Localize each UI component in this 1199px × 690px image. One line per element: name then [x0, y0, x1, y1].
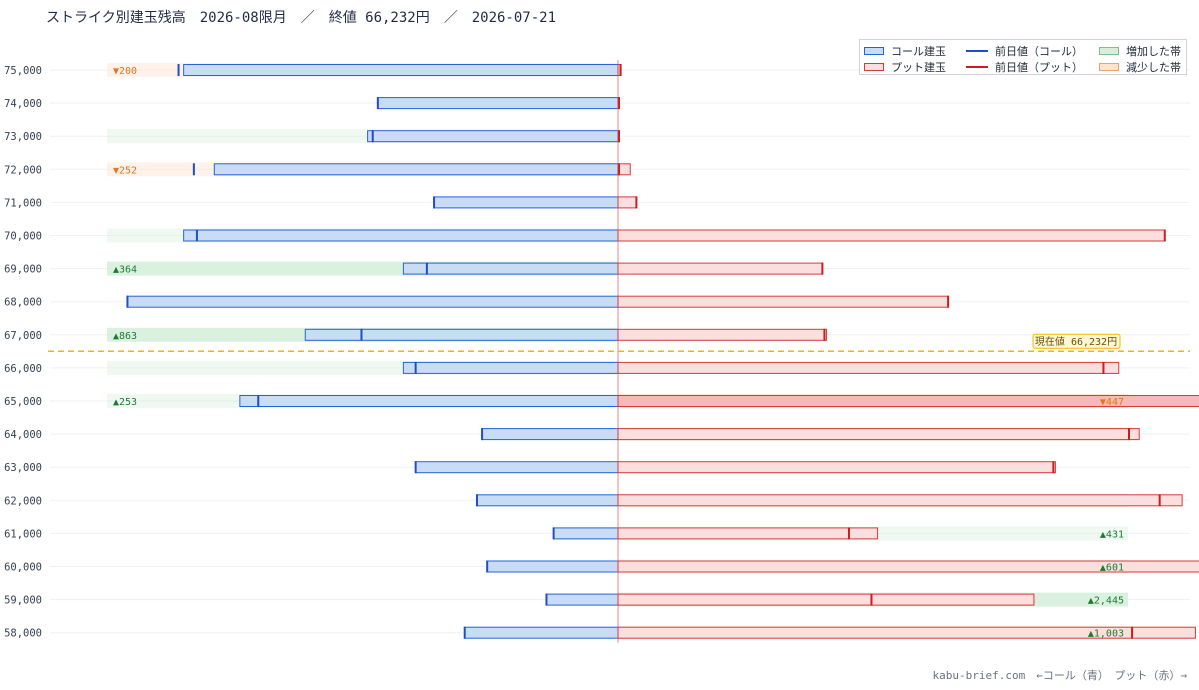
put-bar [617, 196, 637, 209]
strike-tick-label: 72,000 [4, 164, 42, 176]
call-change-label: ▼200 [113, 66, 137, 77]
legend-increase-swatch [1099, 47, 1119, 55]
legend-decrease-swatch [1099, 63, 1119, 71]
put-change-label: ▲431 [1100, 529, 1124, 540]
strike-tick-label: 69,000 [4, 264, 42, 276]
call-bar [402, 262, 619, 275]
strike-tick-label: 75,000 [4, 65, 42, 77]
put-change-label: ▼447 [1100, 397, 1124, 408]
put-bar [617, 328, 827, 341]
call-bar [213, 163, 619, 176]
current-price-badge [1032, 333, 1121, 349]
call-bar [367, 130, 619, 143]
strike-tick-label: 67,000 [4, 330, 42, 342]
strike-tick-label: 61,000 [4, 528, 42, 540]
call-bar [183, 64, 619, 76]
put-bar [617, 461, 1056, 474]
strike-tick-label: 59,000 [4, 595, 42, 607]
call-bar [126, 295, 619, 308]
strike-tick-label: 65,000 [4, 396, 42, 408]
legend-prev-put-label: 前日値（プット） [995, 61, 1083, 74]
put-bar [617, 262, 823, 275]
call-bar [433, 196, 619, 209]
call-bar [415, 461, 619, 474]
legend-increase-label: 増加した帯 [1126, 45, 1181, 58]
legend-call-label: コール建玉 [891, 45, 946, 58]
call-bar [481, 428, 619, 441]
strike-tick-label: 62,000 [4, 495, 42, 507]
call-bar [239, 395, 619, 407]
legend-increase: 増加した帯 [1099, 43, 1181, 59]
strike-tick-label: 68,000 [4, 297, 42, 309]
put-bar [617, 593, 1035, 606]
put-bar [617, 428, 1140, 441]
call-bar [377, 97, 619, 110]
put-bar [617, 229, 1166, 242]
put-change-label: ▲2,445 [1088, 596, 1124, 607]
put-bar [617, 494, 1183, 507]
current-price-label: 現在値 66,232円 [1035, 335, 1117, 348]
call-change-label: ▲364 [113, 265, 137, 276]
strike-tick-label: 73,000 [4, 131, 42, 143]
call-bar [304, 328, 619, 341]
strike-tick-label: 58,000 [4, 628, 42, 640]
call-bar [553, 527, 619, 540]
call-change-label: ▼252 [113, 165, 137, 176]
legend-call-swatch [864, 47, 884, 55]
strike-tick-label: 64,000 [4, 429, 42, 441]
call-bar [183, 229, 619, 242]
chart-title: ストライク別建玉残高 2026-08限月 ／ 終値 66,232円 ／ 2026… [46, 10, 557, 26]
call-change-label: ▲253 [113, 397, 137, 408]
legend-prev-call-line [966, 50, 988, 52]
legend-prev-call-label: 前日値（コール） [995, 45, 1083, 58]
footer-credit: kabu-brief.com ←コール（青） プット（赤）→ [932, 669, 1187, 682]
put-change-label: ▲601 [1100, 563, 1124, 574]
strike-tick-label: 74,000 [4, 98, 42, 110]
legend-call: コール建玉 [864, 43, 946, 59]
strike-tick-label: 71,000 [4, 197, 42, 209]
call-bar [476, 494, 619, 507]
call-bar [486, 560, 619, 573]
legend-decrease-label: 減少した帯 [1126, 61, 1181, 74]
legend-put-label: プット建玉 [891, 61, 946, 74]
put-bar [617, 527, 879, 540]
call-bar [402, 361, 619, 374]
strike-tick-label: 70,000 [4, 231, 42, 243]
call-bar [545, 593, 619, 606]
strike-tick-label: 60,000 [4, 562, 42, 574]
put-bar [617, 361, 1120, 374]
legend-prev-call: 前日値（コール） [966, 43, 1083, 59]
call-change-label: ▲863 [113, 331, 137, 342]
legend: コール建玉 プット建玉 前日値（コール） 前日値（プット） 増加した帯 減少した… [859, 39, 1187, 75]
legend-put: プット建玉 [864, 59, 946, 75]
legend-prev-put: 前日値（プット） [966, 59, 1083, 75]
legend-prev-put-line [966, 66, 988, 68]
strike-tick-label: 66,000 [4, 363, 42, 375]
legend-put-swatch [864, 63, 884, 71]
strike-tick-label: 63,000 [4, 462, 42, 474]
put-change-label: ▲1,003 [1088, 629, 1124, 640]
legend-decrease: 減少した帯 [1099, 59, 1181, 75]
call-bar [464, 626, 619, 639]
put-bar [617, 295, 949, 308]
